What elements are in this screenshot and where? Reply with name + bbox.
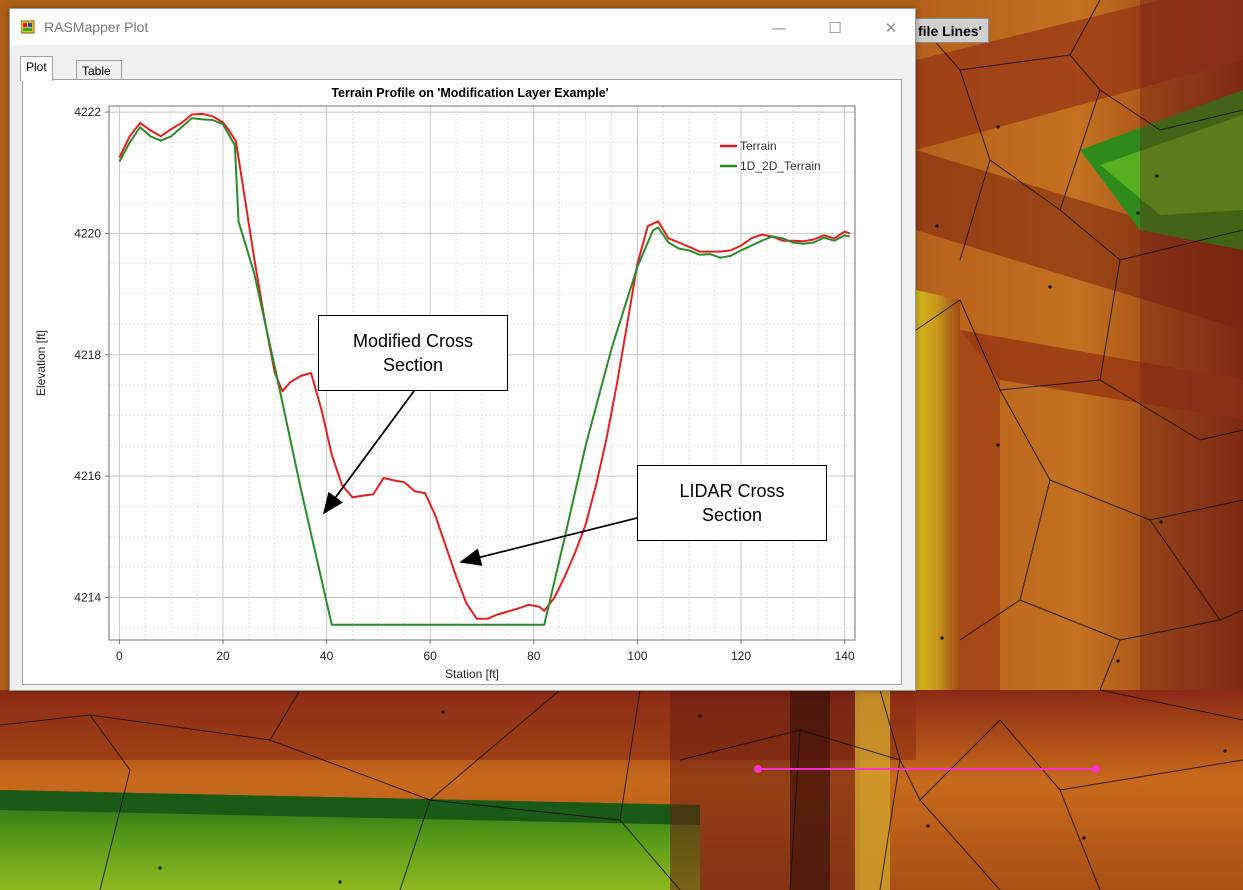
x-tick-label: 140 <box>835 649 855 663</box>
legend-label-terrain: Terrain <box>740 139 777 153</box>
plot-panel: 0 20 40 60 80 100 120 140 4214 4216 4218 4220 4222 Te… <box>22 79 902 685</box>
close-button[interactable]: ✕ <box>884 19 898 37</box>
y-tick-label: 4222 <box>74 105 101 119</box>
x-tick-label: 100 <box>627 649 647 663</box>
x-axis-label: Station [ft] <box>445 667 499 681</box>
series-line-terrain <box>118 112 851 620</box>
chart-title: Terrain Profile on 'Modification Layer E… <box>331 86 608 100</box>
plot-area-frame <box>108 105 856 641</box>
window-client-area: Plot Table 0 20 40 60 80 100 120 140 4214 4216 421… <box>10 45 915 690</box>
series-line-1d-2d-terrain <box>118 117 851 626</box>
app-icon <box>21 20 35 34</box>
tab-plot[interactable]: Plot <box>20 56 53 81</box>
terrain-profile-chart[interactable]: 0 20 40 60 80 100 120 140 4214 4216 4218 4220 4222 Te… <box>23 80 901 684</box>
profile-line-end-handle[interactable] <box>1092 765 1100 773</box>
x-tick-label: 0 <box>116 649 123 663</box>
profile-line-start-handle[interactable] <box>754 765 762 773</box>
y-axis-label: Elevation [ft] <box>34 330 48 396</box>
map-layer-label: file Lines' <box>916 18 990 43</box>
title-bar[interactable]: RASMapper Plot — ☐ ✕ <box>10 9 915 45</box>
legend-label-1d-2d-terrain: 1D_2D_Terrain <box>740 159 821 173</box>
annotation-lidar-cross-section: LIDAR Cross Section <box>637 465 827 541</box>
x-tick-label: 40 <box>320 649 334 663</box>
x-tick-label: 60 <box>424 649 438 663</box>
x-tick-label: 120 <box>731 649 751 663</box>
y-tick-label: 4218 <box>74 348 101 362</box>
x-tick-label: 20 <box>216 649 230 663</box>
window-title: RASMapper Plot <box>44 19 149 35</box>
rasmapper-plot-window[interactable]: RASMapper Plot — ☐ ✕ Plot Table 0 20 40 60 8… <box>9 8 916 691</box>
x-tick-label: 80 <box>527 649 541 663</box>
y-tick-label: 4216 <box>74 469 101 483</box>
maximize-button[interactable]: ☐ <box>828 19 842 37</box>
minimize-button[interactable]: — <box>771 19 787 37</box>
annotation-modified-cross-section: Modified Cross Section <box>318 315 508 391</box>
y-tick-label: 4220 <box>74 226 101 240</box>
y-tick-label: 4214 <box>74 591 101 605</box>
